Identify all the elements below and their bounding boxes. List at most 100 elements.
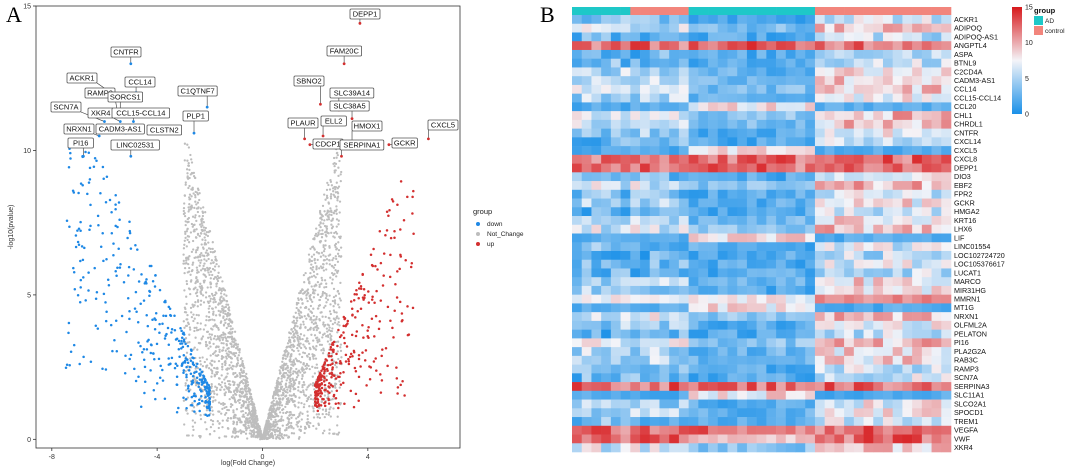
point-not-change [268,426,271,429]
point-not-change [328,428,331,431]
point-not-change [220,289,223,293]
heatmap-cell [824,32,835,42]
point-down [200,370,204,373]
gene-label-box [391,137,418,149]
point-not-change [209,283,212,286]
point-not-change [221,425,224,429]
heatmap-cell [844,163,855,173]
heatmap-cell [649,294,660,304]
annotated-point [103,120,106,123]
heatmap-cell [688,268,699,278]
heatmap-cell [737,250,748,261]
point-up [365,384,368,387]
point-not-change [272,405,275,409]
heatmap-cell [941,189,952,199]
point-not-change [290,382,293,386]
point-not-change [288,389,292,393]
point-down [154,274,157,277]
heatmap-cell [688,259,699,269]
point-not-change [312,410,315,413]
heatmap-cell [931,172,942,182]
point-up [327,402,331,405]
group-annotation-cell [805,7,816,15]
point-not-change [221,305,224,308]
heatmap-cell [921,163,932,173]
point-not-change [298,396,301,399]
heatmap-cell [678,242,689,252]
heatmap-cell [601,312,612,322]
point-up [337,402,340,405]
gene-label-box [110,46,142,58]
heatmap-cell [698,181,709,191]
heatmap-cell [688,76,699,86]
heatmap-cell [717,137,728,147]
gene-label-box [427,119,459,131]
point-down [143,365,147,369]
heatmap-cell [591,207,602,217]
point-not-change [226,303,230,306]
heatmap-cell [737,102,748,112]
point-not-change [323,210,326,213]
point-not-change [282,419,285,422]
group-annotation-cell [785,7,796,15]
point-not-change [198,192,201,195]
heatmap-cell [640,93,651,103]
point-not-change [318,343,322,346]
point-not-change [312,416,316,419]
point-down [128,317,131,321]
point-not-change [330,271,334,275]
point-not-change [334,188,337,191]
point-up [344,353,348,357]
point-not-change [241,399,245,403]
point-not-change [218,350,221,354]
heatmap-cell [601,23,612,33]
point-not-change [207,311,211,314]
gene-label: PI16 [73,139,88,148]
heatmap-cell [853,181,864,191]
heatmap-cell [688,146,699,156]
heatmap-cell [669,32,680,42]
point-not-change [288,381,291,384]
point-down [191,375,195,378]
point-not-change [325,374,328,378]
heatmap-cell [921,294,932,304]
heatmap-cell [902,111,913,121]
point-not-change [333,384,337,387]
heatmap-cell [640,15,651,25]
heatmap-cell [795,58,806,68]
point-down [182,371,185,374]
point-not-change [326,334,330,337]
heatmap-cell [610,172,621,182]
point-down [89,203,92,207]
point-not-change [235,346,239,349]
volcano-points [64,139,415,441]
heatmap-cell [912,320,923,330]
point-not-change [192,288,195,291]
point-not-change [339,346,342,349]
point-not-change [221,280,224,283]
point-not-change [287,398,290,401]
heatmap-cell [581,41,592,51]
point-not-change [318,252,321,255]
heatmap-cell [591,15,602,25]
heatmap-cell [941,76,952,86]
point-not-change [329,406,332,409]
heatmap-cell [591,58,602,68]
heatmap-cell [834,312,845,322]
heatmap-cell [756,312,767,322]
point-not-change [240,406,243,409]
gene-label-box [107,91,143,103]
heatmap-cell [708,41,719,51]
point-not-change [196,232,200,236]
point-not-change [191,225,194,228]
point-not-change [185,302,188,306]
point-up [354,334,358,338]
heatmap-cell [931,268,942,278]
heatmap-cell [795,189,806,199]
point-not-change [270,432,274,436]
point-not-change [221,338,224,341]
point-not-change [236,399,240,402]
point-not-change [242,401,246,405]
heatmap-cell [591,102,602,112]
heatmap-cell [610,242,621,252]
